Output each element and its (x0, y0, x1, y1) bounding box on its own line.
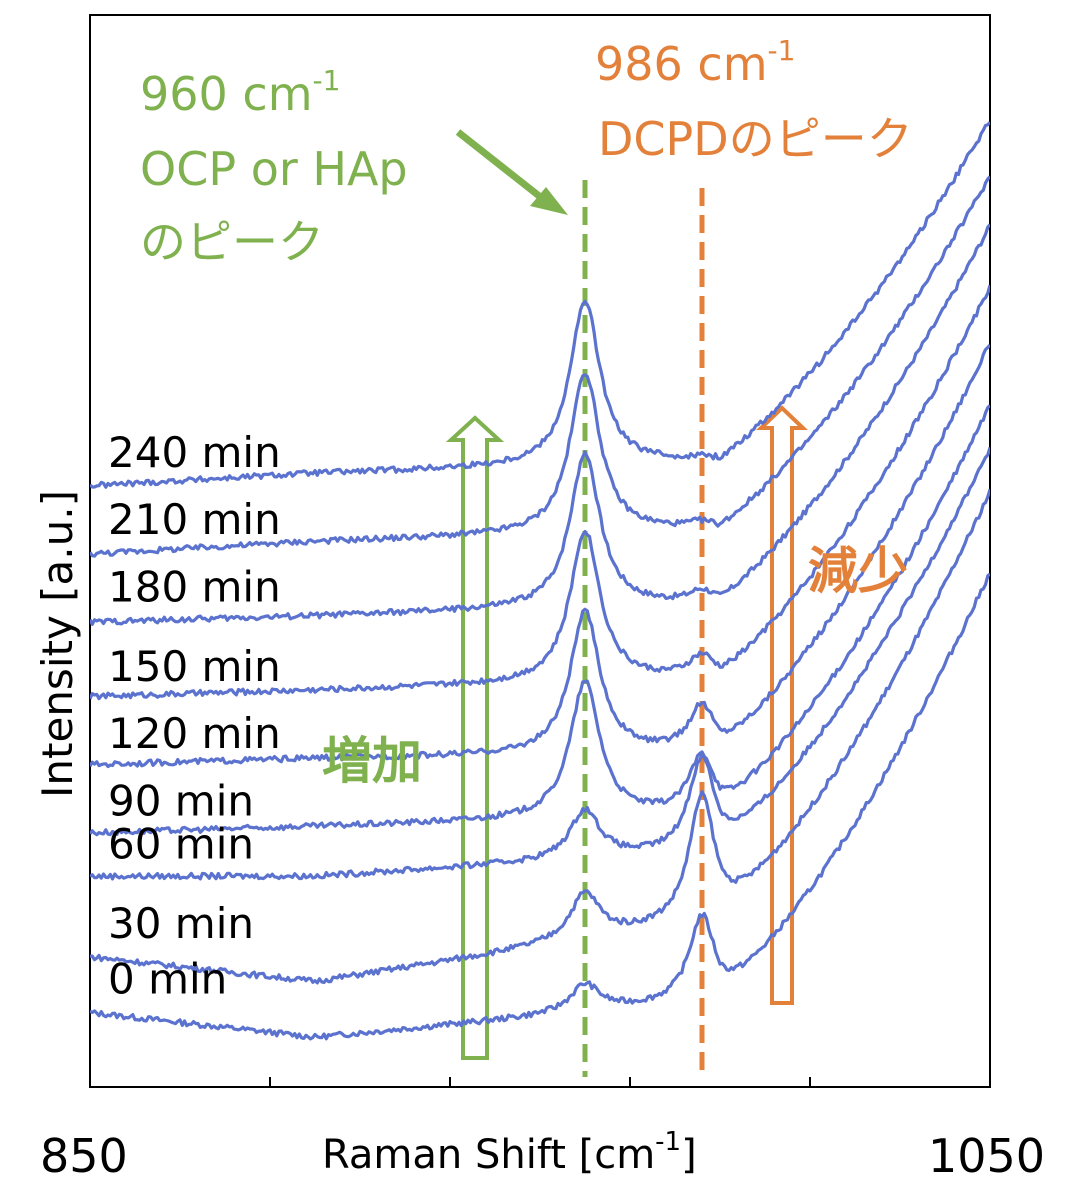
spectrum-line-180-min (90, 223, 990, 626)
peak-960-pointer-line (455, 129, 551, 206)
series-label-150-min: 150 min (108, 642, 281, 691)
decrease-arrow (756, 405, 808, 1005)
spectrum-line-120-min (90, 343, 990, 769)
spectrum-line-240-min (90, 121, 990, 489)
x-axis-label: Raman Shift [cm-1] (322, 1127, 697, 1178)
peak-960-pointer-head (530, 187, 568, 215)
peak-960-label-line1: 960 cm-1 (140, 64, 340, 121)
series-label-60-min: 60 min (108, 819, 254, 868)
peak-986-label-line2: DCPDのピーク (598, 112, 913, 166)
x-tick-label-min: 850 (40, 1129, 128, 1183)
peak-986-label-line1: 986 cm-1 (595, 34, 795, 91)
peak-960-label-line3: のピーク (140, 215, 324, 269)
increase-label: 増加 (322, 732, 422, 790)
series-label-210-min: 210 min (108, 495, 281, 544)
series-label-30-min: 30 min (108, 899, 254, 948)
plot-frame (89, 14, 991, 1088)
y-axis-label: Intensity [a.u.] (33, 490, 82, 798)
spectrum-line-210-min (90, 175, 990, 558)
series-label-0-min: 0 min (108, 954, 227, 1003)
series-label-120-min: 120 min (108, 709, 281, 758)
series-label-90-min: 90 min (108, 777, 254, 826)
decrease-label: 減少 (808, 542, 908, 600)
series-label-240-min: 240 min (108, 428, 281, 477)
peak-960-label-line2: OCP or HAp (140, 142, 408, 196)
spectrum-line-0-min (90, 572, 990, 1041)
spectrum-line-90-min (90, 404, 990, 837)
spectrum-line-150-min (90, 284, 990, 701)
series-label-180-min: 180 min (108, 563, 281, 612)
spectra-series (90, 121, 990, 1041)
x-tick-label-max: 1050 (928, 1129, 1045, 1183)
spectrum-line-30-min (90, 488, 990, 985)
increase-arrow (445, 415, 505, 1060)
spectrum-line-60-min (90, 447, 990, 881)
x-axis-ticks (89, 1077, 991, 1087)
